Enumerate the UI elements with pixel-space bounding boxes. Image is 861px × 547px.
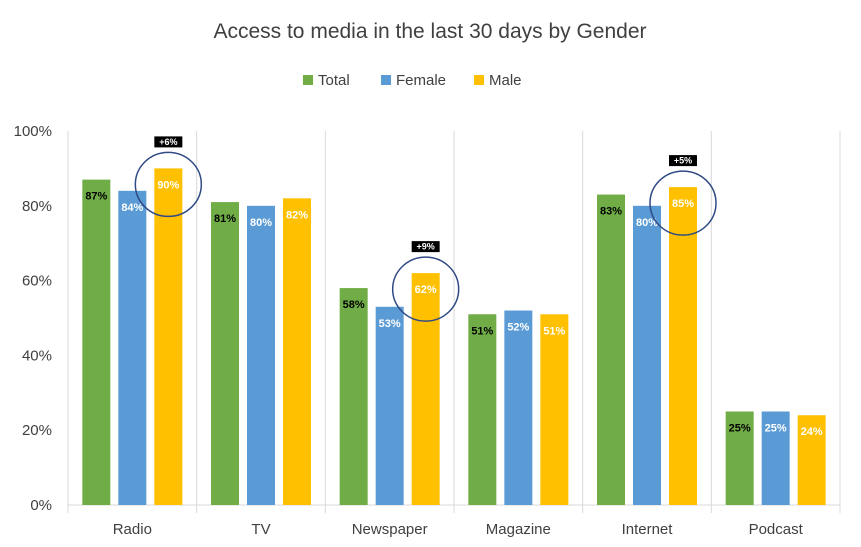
bar-total: [468, 314, 497, 505]
highlight-circle: [649, 170, 717, 236]
data-label: 52%: [507, 322, 529, 334]
data-label: 85%: [672, 198, 694, 210]
legend-label-total: Total: [318, 72, 350, 89]
highlight-circle: [391, 256, 460, 322]
x-category-label: Magazine: [486, 521, 551, 538]
x-category-label: Radio: [113, 521, 152, 538]
bar-female: [633, 205, 661, 506]
y-tick-label: 80%: [22, 198, 52, 215]
callout-label: +5%: [674, 156, 692, 166]
bar-total: [597, 194, 625, 505]
bar-male: [797, 415, 826, 505]
callout-label: +9%: [417, 242, 435, 252]
data-label: 51%: [471, 325, 493, 337]
annotations: +6% +9% +5%: [134, 136, 717, 322]
bar-female: [118, 190, 147, 505]
data-label: 51%: [543, 325, 565, 337]
data-label: 25%: [765, 423, 787, 435]
legend-swatch-total: [303, 75, 313, 85]
data-label: 83%: [600, 206, 622, 218]
data-label: 81%: [214, 213, 236, 225]
callout-label: +6%: [159, 137, 177, 147]
bar-male: [669, 187, 697, 505]
data-label: 82%: [286, 209, 308, 221]
data-label: 90%: [157, 179, 179, 191]
highlight-circle: [134, 151, 203, 218]
legend-label-female: Female: [396, 72, 446, 89]
y-tick-label: 0%: [30, 497, 52, 514]
axes: 0% 20% 40% 60% 80% 100% Radio TV Newspaper Magazi…: [14, 123, 841, 538]
data-label: 62%: [415, 284, 437, 296]
data-label: 25%: [729, 423, 751, 435]
data-label: 53%: [379, 318, 401, 330]
y-tick-label: 60%: [22, 273, 52, 290]
bar-female: [247, 205, 275, 506]
chart-title: Access to media in the last 30 days by G…: [213, 20, 646, 43]
legend-swatch-female: [381, 75, 391, 85]
callout-box: [154, 136, 183, 148]
x-category-label: TV: [251, 521, 270, 538]
bar-male: [283, 198, 311, 505]
x-category-label: Newspaper: [352, 521, 428, 538]
bar-total: [211, 202, 239, 505]
bar-total: [339, 288, 368, 505]
data-label: 84%: [121, 202, 143, 214]
bar-female: [761, 411, 790, 505]
bar-female: [504, 310, 533, 505]
x-category-label: Podcast: [749, 521, 804, 538]
y-tick-label: 40%: [22, 347, 52, 364]
bar-total: [725, 411, 754, 505]
data-label: 80%: [636, 217, 658, 229]
x-category-label: Internet: [622, 521, 674, 538]
legend-label-male: Male: [489, 72, 522, 89]
y-tick-label: 100%: [14, 123, 52, 140]
callout-box: [411, 241, 440, 253]
data-label: 87%: [85, 191, 107, 203]
data-label: 58%: [343, 299, 365, 311]
y-tick-label: 20%: [22, 422, 52, 439]
bar-female: [375, 306, 404, 505]
bar-male: [540, 314, 569, 505]
legend-swatch-male: [474, 75, 484, 85]
bar-male: [154, 168, 183, 505]
data-label: 24%: [801, 426, 823, 438]
bar-total: [82, 179, 111, 505]
data-label: 80%: [250, 217, 272, 229]
bar-male: [411, 273, 440, 505]
data-labels: 87% 84% 90% 81% 80% 82% 58% 53% 62% 51% 52% 51% 83% 8…: [85, 179, 823, 438]
legend: Total Female Male: [303, 72, 522, 89]
callout-box: [669, 155, 697, 167]
bars: [82, 168, 826, 506]
